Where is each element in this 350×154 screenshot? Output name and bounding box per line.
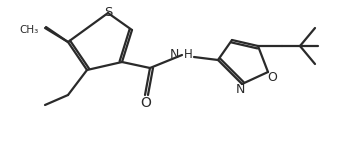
Text: S: S bbox=[104, 6, 112, 18]
Text: N: N bbox=[235, 83, 245, 95]
Text: N: N bbox=[170, 47, 179, 61]
Text: CH₃: CH₃ bbox=[20, 25, 39, 35]
Text: O: O bbox=[141, 96, 152, 110]
Text: O: O bbox=[267, 71, 277, 83]
Text: H: H bbox=[184, 47, 193, 61]
